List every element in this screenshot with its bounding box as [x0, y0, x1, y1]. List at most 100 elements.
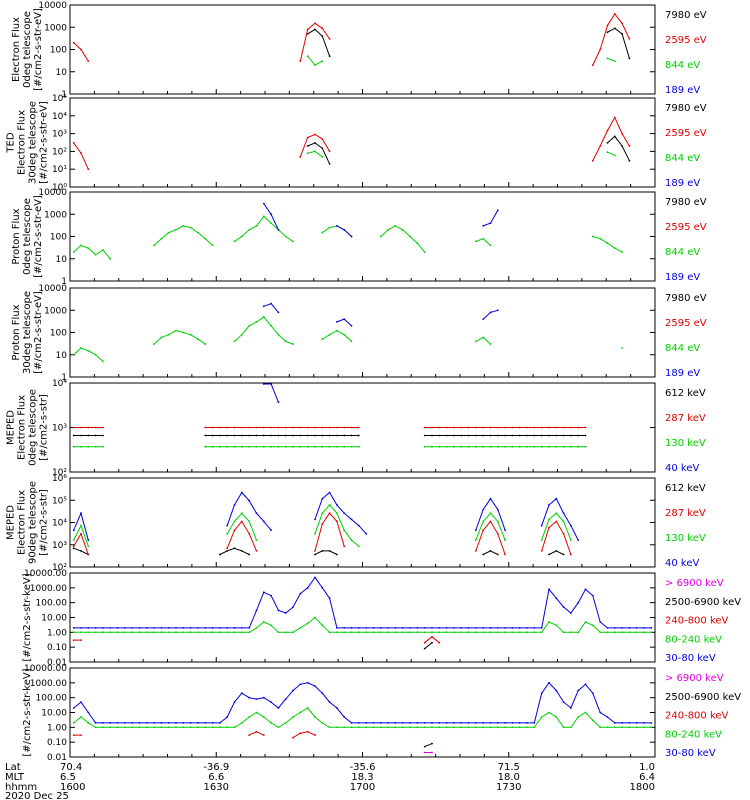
data-point: [438, 627, 441, 629]
data-point: [423, 445, 426, 448]
data-point: [123, 722, 126, 724]
y-tick-label: 100.00: [36, 599, 68, 609]
data-point: [343, 318, 346, 320]
data-point: [423, 745, 426, 748]
data-point: [336, 512, 338, 515]
data-point: [438, 426, 441, 429]
data-point: [299, 434, 302, 437]
data-point: [189, 726, 192, 729]
data-point: [197, 726, 199, 729]
legend-entry: 844 eV: [665, 60, 700, 71]
data-point: [431, 726, 433, 729]
data-point: [262, 716, 265, 718]
data-point: [270, 624, 272, 627]
data-point: [504, 426, 506, 429]
data-point: [328, 150, 331, 153]
data-point: [240, 627, 243, 629]
data-point: [131, 722, 134, 724]
data-point: [204, 426, 207, 429]
data-point: [540, 445, 543, 448]
data-point: [219, 445, 221, 448]
data-point: [72, 722, 75, 724]
legend-entry: 130 keV: [665, 533, 706, 544]
data-point: [102, 631, 104, 634]
data-point: [167, 627, 170, 629]
data-point: [409, 631, 411, 634]
data-point: [94, 631, 97, 634]
data-point: [277, 726, 280, 729]
data-point: [533, 426, 536, 429]
data-point: [635, 722, 638, 724]
data-point: [562, 631, 565, 634]
data-point: [233, 701, 236, 703]
data-point: [153, 627, 156, 629]
data-point: [496, 209, 499, 212]
data-point: [262, 426, 265, 429]
data-point: [460, 434, 463, 437]
series-1: [306, 27, 631, 60]
legend-entry: 30-80 keV: [665, 653, 716, 664]
data-point: [482, 225, 485, 227]
data-point: [467, 426, 470, 429]
y-axis-label: 0deg telescope: [28, 389, 39, 466]
data-point: [474, 726, 477, 729]
data-point: [350, 518, 353, 521]
series-2: [72, 13, 631, 66]
series-4: [72, 491, 580, 541]
y-axis-label: 0deg telescope: [22, 198, 33, 275]
data-point: [628, 57, 631, 60]
data-point: [233, 434, 236, 437]
data-point: [211, 426, 214, 429]
data-point: [306, 730, 309, 733]
series-4: [262, 302, 499, 327]
data-point: [591, 624, 594, 627]
data-point: [299, 60, 302, 62]
data-point: [102, 722, 104, 724]
data-point: [474, 240, 477, 243]
footer-tick-value: 1600: [60, 782, 85, 793]
data-point: [599, 237, 602, 240]
data-point: [270, 302, 272, 305]
data-point: [116, 726, 119, 729]
footer-tick-value: -35.6: [350, 762, 376, 773]
y-axis-label: 30deg telescope: [28, 101, 39, 184]
data-point: [72, 627, 75, 629]
data-point: [599, 711, 602, 714]
data-point: [262, 316, 265, 318]
data-point: [248, 228, 251, 231]
data-point: [504, 445, 506, 448]
data-point: [365, 631, 368, 634]
data-point: [643, 722, 645, 724]
data-point: [372, 726, 375, 729]
y-tick-label: 10²: [52, 147, 67, 157]
chart-panel-8: 10000.00 1000.00 100.00 10.00 1.00 0.10 0.01 [#…: [22, 664, 741, 763]
chart-panel-2: 10⁵ 10⁴ 10³ 10² 10¹ 10⁰ TED Electron Flux 30deg …: [6, 94, 707, 193]
y-tick-label: 10³: [52, 424, 67, 434]
data-point: [474, 722, 477, 724]
data-point: [80, 524, 82, 527]
data-point: [306, 434, 309, 437]
data-point: [577, 426, 580, 429]
data-point: [416, 627, 419, 629]
data-point: [467, 726, 470, 729]
data-point: [577, 716, 580, 718]
data-point: [504, 539, 506, 541]
data-point: [460, 722, 463, 724]
data-point: [328, 162, 331, 165]
panel-frame: [69, 287, 656, 378]
data-point: [394, 726, 397, 729]
data-point: [72, 353, 75, 356]
data-point: [321, 231, 324, 234]
data-point: [255, 539, 258, 541]
data-point: [548, 681, 550, 684]
data-point: [518, 722, 521, 724]
data-point: [570, 553, 572, 556]
data-point: [372, 627, 375, 629]
data-point: [621, 726, 623, 729]
data-point: [102, 445, 104, 448]
data-point: [87, 711, 90, 714]
data-point: [613, 116, 616, 119]
legend-entry: > 6900 keV: [665, 578, 724, 589]
data-point: [336, 225, 338, 227]
data-point: [431, 641, 433, 644]
